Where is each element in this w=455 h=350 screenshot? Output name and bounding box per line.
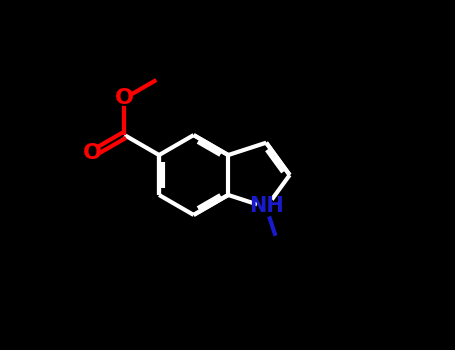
Circle shape (117, 91, 131, 105)
Text: O: O (115, 88, 134, 108)
Circle shape (257, 198, 275, 216)
Text: O: O (83, 144, 102, 163)
Text: NH: NH (249, 196, 283, 216)
Circle shape (86, 147, 100, 160)
